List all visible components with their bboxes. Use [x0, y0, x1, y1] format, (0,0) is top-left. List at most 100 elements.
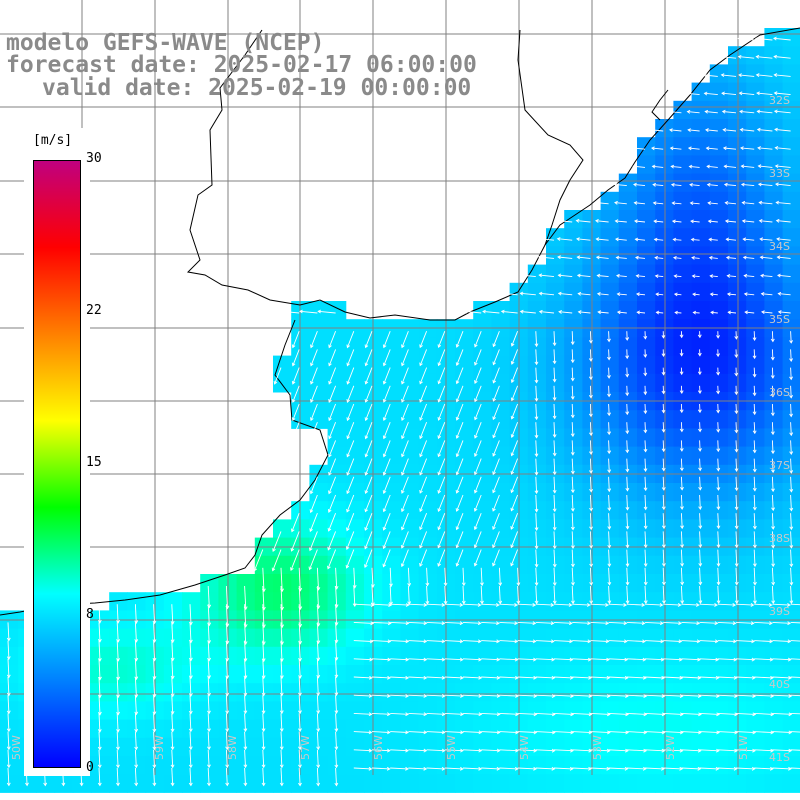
wind-arrow-head: [401, 490, 405, 494]
wind-arrow: [426, 658, 445, 661]
wind-arrow-head: [734, 354, 739, 358]
wind-arrow: [608, 367, 610, 379]
wind-arrow-head: [552, 508, 557, 513]
wind-arrow: [189, 713, 192, 732]
wind-arrow: [662, 585, 665, 604]
wind-speed-cell: [564, 483, 583, 502]
wind-arrow-head: [607, 431, 611, 436]
wind-arrow: [207, 713, 210, 732]
wind-arrow: [589, 367, 592, 380]
wind-arrow-head: [387, 675, 391, 680]
wind-arrow: [717, 476, 719, 491]
wind-arrow-head: [533, 712, 538, 717]
wind-arrow-head: [695, 603, 700, 607]
wind-arrow-head: [680, 544, 684, 548]
wind-speed-cell: [254, 737, 274, 757]
valid-date: valid date: 2025-02-19 00:00:00: [42, 75, 472, 101]
wind-arrow-head: [752, 748, 756, 753]
wind-speed-cell: [728, 410, 747, 429]
wind-arrow: [310, 403, 318, 421]
wind-arrow-head: [770, 748, 774, 753]
wind-arrow-head: [789, 451, 794, 455]
latitude-label: 36S: [769, 386, 790, 399]
wind-arrow-head: [441, 603, 446, 607]
wind-arrow-head: [207, 710, 211, 715]
wind-arrow: [590, 694, 610, 697]
wind-speed-cell: [473, 428, 492, 448]
wind-arrow-head: [298, 746, 302, 751]
wind-arrow: [517, 676, 537, 679]
wind-arrow-head: [364, 471, 369, 476]
wind-arrow-head: [680, 581, 685, 586]
wind-arrow-head: [261, 728, 266, 732]
wind-arrow: [407, 567, 410, 586]
wind-speed-cell: [291, 373, 310, 393]
wind-arrow: [699, 621, 718, 624]
wind-arrow-head: [401, 453, 405, 458]
wind-speed-cell: [709, 446, 729, 466]
wind-arrow-head: [760, 291, 765, 296]
wind-arrow: [291, 513, 300, 532]
wind-arrow: [656, 293, 664, 296]
wind-arrow-head: [328, 435, 332, 440]
wind-arrow: [572, 767, 592, 770]
wind-speed-cell: [236, 628, 256, 648]
wind-arrow: [725, 220, 737, 223]
wind-arrow-head: [207, 728, 211, 733]
wind-speed-cell: [564, 264, 583, 284]
wind-arrow-head: [534, 434, 539, 439]
wind-arrow-head: [405, 712, 409, 717]
wind-speed-cell: [746, 301, 765, 320]
wind-speed-cell: [127, 665, 147, 684]
wind-arrow: [608, 331, 610, 342]
wind-arrow-head: [643, 581, 648, 586]
wind-arrow: [116, 640, 119, 661]
wind-speed-cell: [382, 410, 401, 429]
wind-arrow-head: [492, 361, 497, 366]
wind-speed-cell: [400, 446, 420, 466]
wind-speed-cell: [728, 628, 747, 648]
wind-speed-cell: [709, 628, 729, 648]
wind-arrow: [663, 712, 683, 715]
wind-arrow-head: [310, 362, 314, 367]
wind-arrow: [681, 676, 701, 679]
wind-arrow: [365, 440, 373, 457]
wind-arrow-head: [734, 391, 739, 396]
wind-arrow: [633, 165, 646, 168]
wind-arrow: [720, 56, 737, 59]
wind-arrow: [328, 476, 337, 494]
wind-arrow: [571, 331, 574, 345]
wind-arrow-head: [661, 675, 665, 680]
wind-arrow: [771, 567, 774, 585]
wind-arrow-head: [789, 581, 794, 586]
wind-arrow: [680, 458, 683, 471]
wind-arrow: [743, 238, 755, 241]
wind-speed-cell: [182, 646, 201, 666]
wind-arrow: [680, 513, 683, 529]
wind-speed-cell: [782, 264, 800, 284]
wind-arrow-head: [382, 471, 387, 476]
wind-speed-cell: [218, 774, 238, 793]
wind-arrow: [634, 220, 646, 223]
wind-arrow-head: [643, 748, 647, 753]
wind-arrow: [7, 658, 10, 678]
wind-arrow-head: [643, 429, 648, 434]
wind-arrow: [717, 513, 720, 529]
wind-arrow: [474, 476, 482, 493]
wind-arrow: [419, 422, 428, 439]
wind-arrow-head: [770, 356, 775, 361]
wind-speed-cell: [527, 592, 547, 611]
wind-arrow: [535, 658, 555, 661]
wind-arrow: [699, 476, 701, 490]
wind-arrow: [327, 531, 337, 550]
wind-speed-cell: [527, 282, 547, 302]
wind-arrow: [335, 713, 337, 732]
wind-arrow: [346, 531, 355, 550]
wind-arrow-head: [369, 639, 374, 644]
wind-arrow-head: [405, 748, 409, 753]
wind-speed-cell: [709, 355, 729, 375]
wind-arrow-head: [752, 392, 757, 397]
wind-arrow: [7, 640, 10, 660]
wind-arrow: [626, 494, 628, 510]
wind-arrow-head: [607, 469, 612, 474]
